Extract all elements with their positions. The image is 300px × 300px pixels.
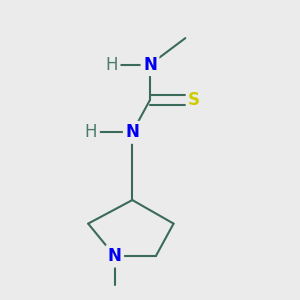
Text: H: H xyxy=(85,123,98,141)
Text: N: N xyxy=(108,247,122,265)
Text: H: H xyxy=(106,56,118,74)
Text: S: S xyxy=(188,91,200,109)
Text: N: N xyxy=(143,56,157,74)
Text: N: N xyxy=(125,123,139,141)
